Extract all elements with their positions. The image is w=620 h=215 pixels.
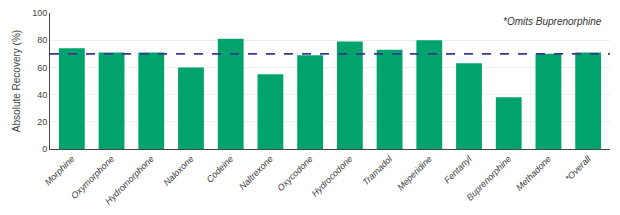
svg-text:20: 20 [37,117,47,127]
svg-text:80: 80 [37,35,47,45]
svg-text:Hydrocodone: Hydrocodone [310,154,355,199]
svg-text:Naltrexone: Naltrexone [237,154,275,192]
svg-text:Absolute Recovery (%): Absolute Recovery (%) [11,30,22,132]
svg-text:0: 0 [42,144,47,154]
svg-text:Naloxone: Naloxone [162,154,196,188]
svg-text:Codeine: Codeine [205,154,236,185]
svg-text:Meperidine: Meperidine [395,154,434,193]
svg-text:Tramadol: Tramadol [361,153,395,187]
svg-text:Hydromorphone: Hydromorphone [103,154,156,207]
svg-text:60: 60 [37,63,47,73]
svg-text:Morphine: Morphine [43,154,77,188]
svg-text:*Overall: *Overall [563,153,593,183]
svg-text:*Omits Buprenorphine: *Omits Buprenorphine [503,16,602,27]
svg-text:Buprenorphine: Buprenorphine [464,154,513,203]
svg-text:Oxycodone: Oxycodone [275,154,314,193]
svg-text:Oxymorphone: Oxymorphone [69,154,116,201]
svg-text:40: 40 [37,90,47,100]
svg-text:Fentanyl: Fentanyl [442,153,474,185]
svg-text:Methadone: Methadone [514,154,553,193]
svg-text:100: 100 [32,8,47,18]
